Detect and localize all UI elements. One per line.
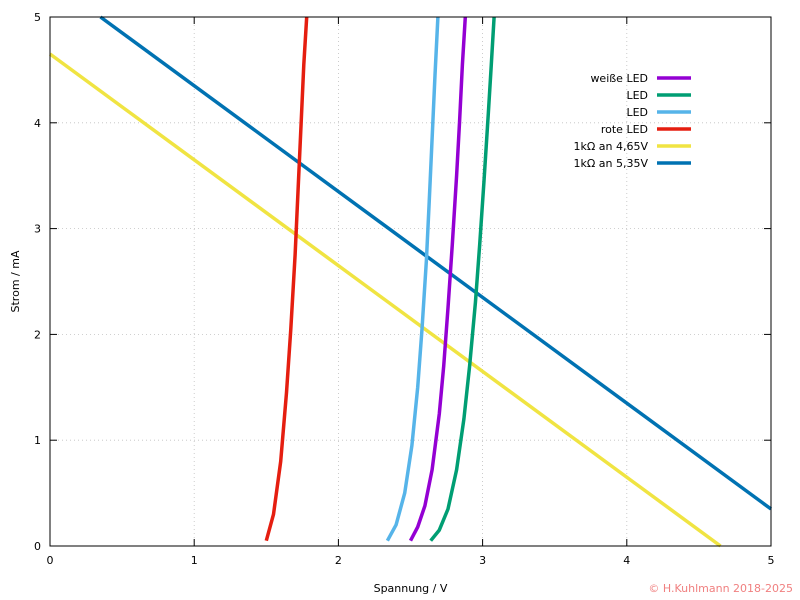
legend: weiße LED LED LED rote LED 1kΩ an 4,65V 1kΩ a… (574, 72, 691, 170)
legend-label: 1kΩ an 5,35V (574, 157, 649, 170)
legend-label: rote LED (601, 123, 648, 136)
x-tick-label: 0 (47, 554, 54, 567)
y-tick-label: 4 (34, 117, 41, 130)
legend-label: 1kΩ an 4,65V (574, 140, 649, 153)
x-tick-label: 3 (479, 554, 486, 567)
y-tick-label: 3 (34, 223, 41, 236)
series-line-0 (408, 16, 468, 542)
copyright-notice: © H.Kuhlmann 2018-2025 (648, 582, 793, 595)
x-axis-label: Spannung / V (374, 582, 448, 595)
y-tick-label: 1 (34, 434, 41, 447)
series-line-2 (385, 16, 440, 542)
y-tick-label: 2 (34, 328, 41, 341)
series-line-3 (264, 16, 309, 542)
grid (50, 17, 771, 546)
series-line-1 (429, 16, 496, 542)
x-tick-label: 5 (768, 554, 775, 567)
series-group (48, 15, 773, 548)
x-tick-label: 4 (623, 554, 630, 567)
x-tick-label: 2 (335, 554, 342, 567)
y-axis-label: Strom / mA (9, 250, 22, 312)
plot-frame (49, 16, 772, 547)
series-line-4 (48, 52, 722, 548)
axis-ticks: 0 1 2 3 4 5 0 1 2 3 4 5 (34, 11, 775, 567)
x-tick-label: 1 (191, 554, 198, 567)
y-tick-label: 5 (34, 11, 41, 24)
legend-label: LED (626, 89, 648, 102)
y-tick-label: 0 (34, 540, 41, 553)
legend-label: weiße LED (590, 72, 648, 85)
series-line-5 (99, 15, 773, 511)
legend-label: LED (626, 106, 648, 119)
